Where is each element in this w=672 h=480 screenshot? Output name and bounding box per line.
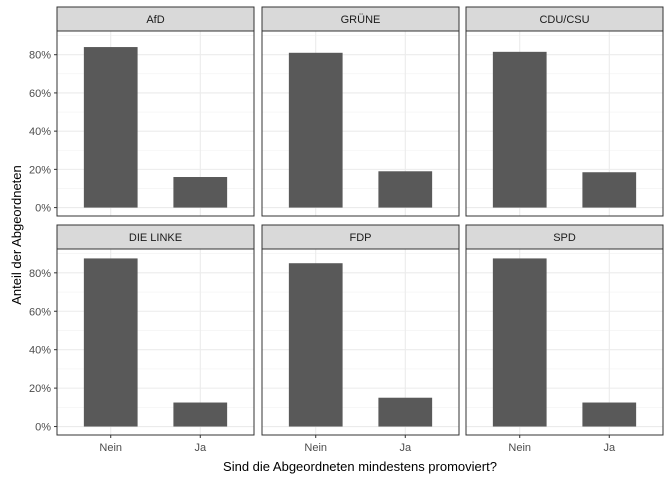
y-tick-label: 80%	[29, 50, 51, 62]
bar-ja	[582, 402, 637, 427]
facet-strip-label: AfD	[146, 14, 164, 26]
facet-strip-label: FDP	[350, 232, 372, 244]
x-tick-label: Ja	[399, 442, 412, 454]
bar-ja	[378, 397, 433, 427]
facet-strip-label: GRÜNE	[341, 14, 381, 26]
panel-gr-ne: GRÜNE	[261, 6, 460, 217]
panel-fdp: FDP Nein Ja	[261, 224, 460, 454]
bar-nein	[83, 47, 138, 208]
x-tick-label: Nein	[99, 442, 122, 454]
y-axis-title: Anteil der Abgeordneten	[9, 165, 24, 305]
bar-ja	[582, 172, 637, 208]
bar-nein	[288, 263, 343, 427]
facet-strip-label: SPD	[553, 232, 576, 244]
y-tick-label: 20%	[29, 164, 51, 176]
facet-strip-label: CDU/CSU	[539, 14, 589, 26]
x-tick-label: Ja	[603, 442, 616, 454]
panel-spd: SPD Nein Ja	[465, 224, 664, 454]
x-tick-label: Nein	[304, 442, 327, 454]
y-tick-label: 60%	[29, 88, 51, 100]
facet-strip	[56, 6, 255, 32]
x-axis-title: Sind die Abgeordneten mindestens promovi…	[223, 459, 497, 474]
facet-strip	[465, 6, 664, 32]
y-tick-label: 80%	[29, 268, 51, 280]
bar-ja	[173, 402, 228, 427]
facet-strip	[261, 224, 460, 250]
bar-nein	[83, 258, 138, 427]
facet-strip-label: DIE LINKE	[129, 232, 182, 244]
y-tick-label: 20%	[29, 383, 51, 395]
x-tick-label: Ja	[194, 442, 207, 454]
bar-nein	[288, 52, 343, 208]
panel-die-linke: DIE LINKE 0% 20% 40% 60% 80% Nein Ja	[29, 224, 255, 454]
y-tick-label: 0%	[35, 422, 51, 434]
x-tick-label: Nein	[508, 442, 531, 454]
facet-strip	[56, 224, 255, 250]
facet-strip	[465, 224, 664, 250]
panel-cdu-csu: CDU/CSU	[465, 6, 664, 217]
bar-ja	[173, 177, 228, 208]
panel-afd: AfD 0% 20% 40% 60% 80%	[29, 6, 255, 217]
y-tick-label: 40%	[29, 345, 51, 357]
bar-nein	[492, 51, 547, 208]
y-tick-label: 60%	[29, 306, 51, 318]
facet-strip	[261, 6, 460, 32]
y-tick-label: 0%	[35, 203, 51, 215]
bar-ja	[378, 171, 433, 208]
panels: AfD 0% 20% 40% 60% 80% GRÜNE CDU/CSU DIE LINKE 0%…	[29, 6, 664, 454]
bar-nein	[492, 258, 547, 427]
y-tick-label: 40%	[29, 126, 51, 138]
